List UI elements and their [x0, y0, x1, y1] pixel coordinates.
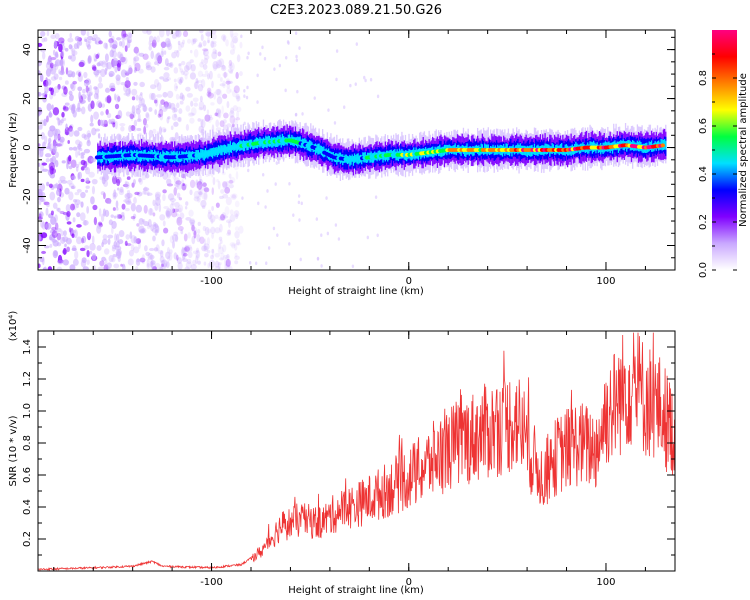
colorbar-tick-label: 0.8 — [698, 70, 709, 86]
spectrogram-ytick-label: -40 — [22, 237, 33, 253]
snr-xtick-label: -100 — [200, 577, 223, 588]
snr-ytick-label: 0.8 — [22, 435, 33, 451]
colorbar-tick-label: 0.6 — [698, 118, 709, 134]
spectrogram-frame — [37, 29, 676, 271]
snr-xlabel: Height of straight line (km) — [288, 585, 424, 596]
spectrogram-xtick-label: 100 — [596, 276, 615, 287]
spectrogram-ylabel: Frequency (Hz) — [8, 112, 19, 188]
snr-ytick-label: 0.6 — [22, 467, 33, 483]
spectrogram-xtick-label: -100 — [200, 276, 223, 287]
snr-ytick-label: 1.0 — [22, 403, 33, 419]
snr-xtick-label: 0 — [406, 577, 412, 588]
snr-plot-area — [38, 332, 675, 571]
snr-ticks: -100 0 100 0.2 0.4 0.6 0.8 1.0 1.2 1.4 — [22, 331, 675, 588]
colorbar-tick-label: 0.0 — [698, 262, 709, 278]
spectrogram-xlabel: Height of straight line (km) — [288, 286, 424, 297]
snr-ytick-label: 1.2 — [22, 371, 33, 387]
snr-ytick-label: 1.4 — [22, 339, 33, 355]
snr-multiplier: (x10⁴) — [8, 311, 19, 342]
figure-title: C2E3.2023.089.21.50.G26 — [270, 3, 442, 18]
snr-ylabel: SNR (10 * v/v) — [8, 415, 19, 486]
snr-frame — [37, 330, 676, 572]
snr-ytick-label: 0.2 — [22, 531, 33, 547]
colorbar: 0.0 0.2 0.4 0.6 0.8 Normalized spectral ampl… — [698, 30, 749, 278]
spectrogram-ticks: -100 0 100 -40 -20 0 20 40 — [22, 30, 675, 287]
snr-panel: -100 0 100 0.2 0.4 0.6 0.8 1.0 1.2 1.4 Height of … — [8, 311, 676, 596]
snr-xtick-label: 100 — [596, 577, 615, 588]
snr-ytick-label: 0.4 — [22, 499, 33, 515]
colorbar-tick-label: 0.4 — [698, 166, 709, 182]
snr-series-line — [38, 332, 675, 571]
colorbar-label: Normalized spectral amplitude — [738, 73, 749, 227]
spectrogram-ytick-label: 20 — [22, 92, 33, 105]
spectrogram-image — [38, 30, 675, 270]
spectrogram-ytick-label: -20 — [22, 188, 33, 204]
colorbar-ticks: 0.0 0.2 0.4 0.6 0.8 — [698, 53, 737, 278]
colorbar-tick-label: 0.2 — [698, 214, 709, 230]
colorbar-gradient — [712, 30, 737, 270]
spectrogram-ytick-label: 0 — [22, 144, 33, 150]
spectrogram-xtick-label: 0 — [406, 276, 412, 287]
spectrogram-ytick-label: 40 — [22, 43, 33, 56]
spectrogram-panel: -100 0 100 -40 -20 0 20 40 Height of straight l… — [8, 29, 676, 297]
